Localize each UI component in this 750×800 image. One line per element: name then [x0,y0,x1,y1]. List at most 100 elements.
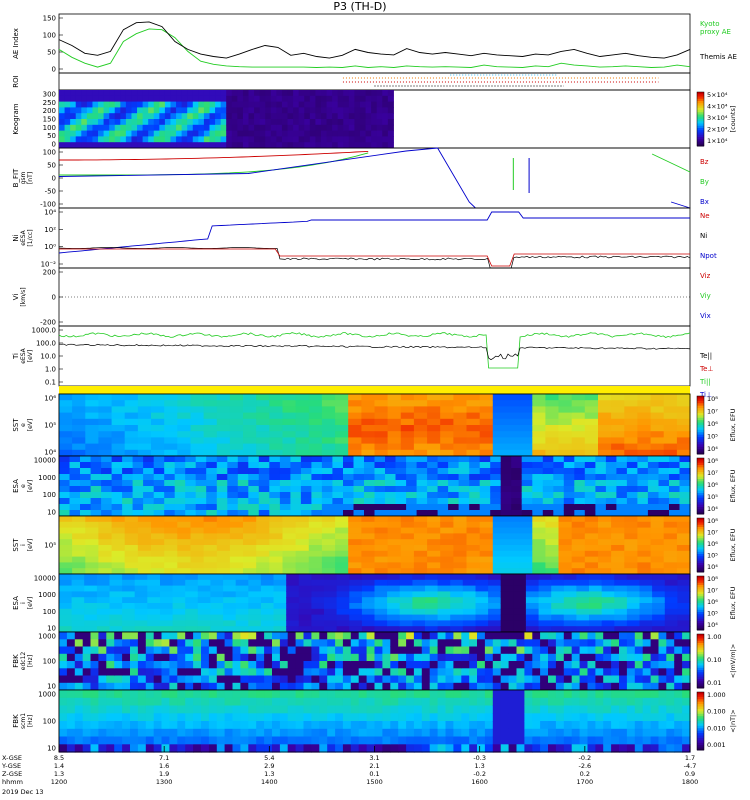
keogram-cell [98,130,105,137]
sst_i-cell [387,516,402,523]
esa_i-cell [122,626,136,633]
fbk_e-cell [492,682,502,691]
keogram-cell [315,113,322,120]
bfit-ytick: -100 [40,201,56,209]
esa_e-cell [511,456,523,463]
fbk_e-cell [295,661,305,669]
sst_i-cell [137,545,152,552]
sst_e-cell [282,412,297,420]
esa_e-cell [269,486,281,493]
fbk_e-cell [122,646,131,655]
fbk_b-cell [508,697,518,707]
esa_e-cell [216,486,228,493]
esa_e-cell [101,510,113,517]
sst_e-cell [506,400,520,407]
fbk_b-cell [524,744,533,753]
fbk_e-colorbar-cell [697,676,704,680]
sst_i-cell [519,550,533,558]
sst_i-cell [532,545,546,552]
fbk_e-cell [374,675,383,684]
keogram-cell [237,136,244,143]
fbk_b-cell [319,728,328,738]
esa_e-cell [542,504,554,511]
sst_i-cell [545,568,560,575]
sst_e-cell [440,400,454,407]
sst_i-cell [256,539,270,546]
fbk_b-cell [611,728,620,738]
x-row-value: 0.1 [369,770,379,778]
esa_i-cell [210,579,224,587]
esa_i-cell [349,591,363,598]
fbk_b-cell [484,690,494,699]
esa_e-ylabel: e [20,484,27,488]
sst_e-cell [111,431,126,438]
esa_e-cell [174,474,186,481]
fbk_b-cell [161,736,170,745]
fbk_b-cell [201,705,210,714]
esa_i-cell [387,597,401,604]
fbk_b-cell [398,728,407,738]
fbk_e-cell [587,639,596,648]
keogram-cell [192,95,199,103]
x-row-label: hhmm [2,778,23,786]
sst_e-cell [519,431,533,438]
esa_e-cell [269,474,281,481]
fbk_b-cell [682,690,691,699]
keogram-cell [59,130,66,137]
esa_i-cell [513,620,527,627]
fbk_e-cell [445,653,454,662]
fbk_e-cell [161,675,170,684]
fbk_e-cell [335,632,344,640]
sst_e-cell [558,425,573,432]
esa_i-cell [601,603,615,610]
fbk_e-cell [82,653,92,662]
fbk_b-cell [484,721,494,730]
keogram-cell [86,130,93,137]
fbk_e-cell [82,675,92,684]
keogram-cell [103,90,110,97]
esa_e-cell [595,468,607,475]
keogram-cell [86,90,93,97]
keogram-cell [293,107,300,114]
esa_i-cell [639,574,653,581]
sst_e-cell [532,437,546,445]
sst_i-cell [506,562,520,569]
bfit-ytick: -50 [45,188,56,196]
keogram-cell [109,136,116,143]
fbk_e-cell [287,653,297,662]
fbk_b-cell [98,705,107,714]
esa_e-cell [669,468,681,475]
fbk_b-cell [216,736,226,745]
keogram-cell [376,130,383,137]
esa_i-cell [563,614,577,621]
sst_e-cell [164,437,178,445]
esa_e-colorbar-cell [697,472,704,475]
fbk_b-cell [177,721,186,730]
fbk_e-cell [272,682,281,691]
fbk_e-cell [185,639,194,648]
fbk_b-cell [445,736,454,745]
fbk_b-cell [532,744,541,753]
fbk_e-cell [342,639,352,648]
fbk_b-cell [208,697,218,707]
sst_e-cell [308,431,323,438]
esa_e-cell [185,510,197,517]
sst_i-cell [216,521,231,529]
sst_i-cell [453,545,468,552]
fbk_b-cell [264,736,273,745]
fbk_e-cell [366,653,376,662]
esa_e-cell [406,486,418,493]
esa_i-cell [601,585,615,592]
sst_e-cell [519,412,533,420]
fbk_e-cell [390,661,399,669]
esa_e-cell [374,510,386,517]
sst_e-cell [453,443,468,451]
fbk_e-cell [579,668,589,677]
esa_e-cell [269,468,281,475]
esa_e-cell [174,486,186,493]
sst_e-cell [203,394,218,401]
fbk_b-cell [477,713,486,722]
esa_i-cell [563,585,577,592]
esa_i-cell [336,626,350,633]
keogram-cell [332,124,339,132]
